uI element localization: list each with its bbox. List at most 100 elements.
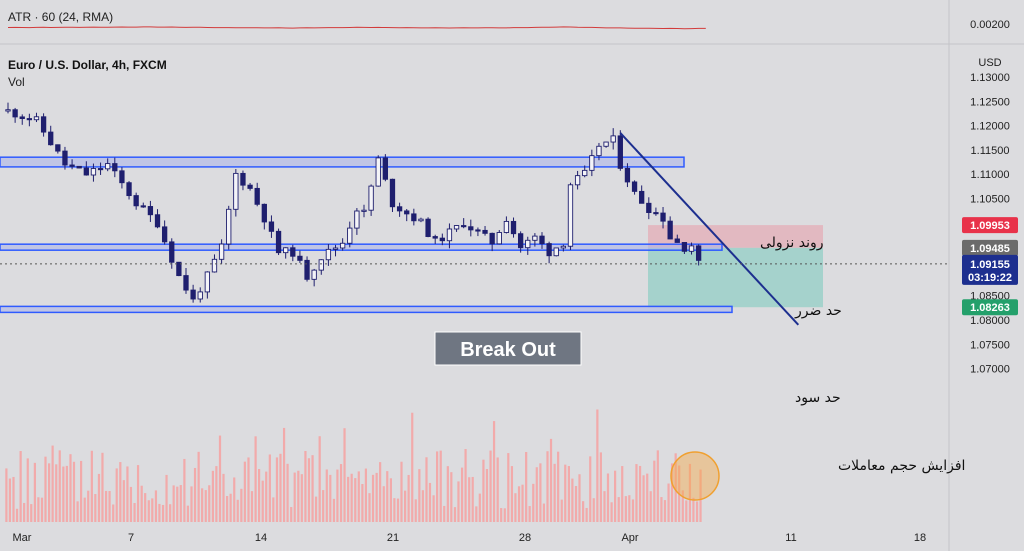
volume-bar bbox=[503, 508, 506, 522]
volume-increase-annotation: افزایش حجم معاملات bbox=[838, 458, 965, 474]
y-tick-label: 1.12000 bbox=[970, 121, 1010, 133]
target-price-tag: 1.08263 bbox=[962, 299, 1018, 316]
volume-bar bbox=[343, 428, 346, 522]
volume-bar bbox=[8, 478, 11, 522]
volume-bar bbox=[215, 466, 218, 522]
volume-bar bbox=[574, 486, 578, 522]
y-tick-label: 1.13000 bbox=[970, 72, 1010, 84]
volume-bar bbox=[190, 486, 193, 522]
x-tick-label: Apr bbox=[621, 532, 638, 544]
candle bbox=[183, 268, 189, 294]
downtrend-line[interactable] bbox=[619, 132, 800, 326]
candle bbox=[140, 202, 146, 208]
candle bbox=[468, 219, 474, 237]
volume-bar bbox=[393, 498, 396, 522]
x-axis-ticks: Mar 7 14 21 28 Apr 11 18 bbox=[13, 532, 927, 544]
downtrend-annotation: روند نزولی bbox=[760, 235, 824, 251]
volume-bar bbox=[40, 497, 44, 522]
candle bbox=[211, 254, 218, 273]
volume-bar bbox=[460, 467, 464, 522]
volume-bar bbox=[549, 438, 553, 522]
volume-bar bbox=[670, 463, 674, 522]
volume-bar bbox=[282, 427, 286, 522]
candle bbox=[425, 217, 431, 238]
y-tick-label: 1.11000 bbox=[971, 169, 1010, 181]
volume-bar bbox=[272, 497, 275, 522]
volume-bar bbox=[325, 469, 328, 522]
volume-bar bbox=[379, 462, 382, 522]
volume-bar bbox=[546, 451, 549, 522]
x-tick-label: 11 bbox=[785, 532, 796, 544]
volume-bar bbox=[300, 474, 303, 522]
volume-bar bbox=[596, 409, 599, 522]
candle bbox=[539, 232, 545, 249]
volume-bar bbox=[119, 462, 122, 522]
volume-bar bbox=[58, 450, 61, 522]
volume-bar bbox=[478, 493, 481, 522]
volume-bar bbox=[411, 412, 414, 522]
volume-bar bbox=[136, 465, 140, 522]
volume-bar bbox=[656, 450, 659, 522]
candle bbox=[19, 114, 25, 125]
volume-bar bbox=[660, 497, 663, 522]
symbol-label[interactable]: Euro / U.S. Dollar, 4h, FXCM bbox=[8, 58, 167, 72]
volume-bar bbox=[414, 499, 417, 522]
candle bbox=[90, 163, 97, 182]
candle bbox=[461, 218, 467, 229]
volume-bar bbox=[268, 454, 271, 522]
volume-bar bbox=[183, 458, 186, 522]
svg-text:1.09953: 1.09953 bbox=[970, 220, 1010, 232]
candle bbox=[482, 226, 488, 236]
candle bbox=[190, 284, 196, 303]
volume-bar bbox=[539, 463, 542, 522]
candle bbox=[339, 238, 346, 251]
candle bbox=[446, 223, 453, 249]
atr-indicator-label[interactable]: ATR · 60 (24, RMA) bbox=[8, 10, 114, 24]
volume-bar bbox=[567, 466, 570, 522]
volume-bar bbox=[699, 469, 702, 522]
volume-bar bbox=[80, 460, 83, 522]
candle bbox=[646, 197, 652, 220]
zone-resistance bbox=[0, 156, 685, 168]
volume-bar bbox=[475, 506, 478, 522]
volume-bar bbox=[389, 478, 392, 522]
volume-bar bbox=[33, 462, 36, 522]
x-tick-label: 21 bbox=[387, 532, 399, 544]
volume-bar bbox=[350, 473, 353, 522]
candle bbox=[126, 181, 132, 200]
volume-bar bbox=[571, 478, 574, 522]
volume-bar bbox=[688, 463, 692, 522]
volume-bar bbox=[624, 496, 627, 522]
candle bbox=[510, 217, 517, 238]
volume-bar bbox=[144, 493, 147, 522]
volume-bar bbox=[332, 498, 336, 522]
candle bbox=[112, 157, 118, 178]
volume-bar bbox=[62, 466, 65, 522]
volume-bar bbox=[5, 468, 8, 522]
volume-bar bbox=[311, 455, 314, 522]
sr-zones[interactable] bbox=[0, 156, 733, 314]
volume-bar bbox=[695, 501, 699, 522]
volume-bar bbox=[453, 507, 457, 522]
volume-bar bbox=[229, 493, 232, 522]
candle bbox=[439, 233, 445, 246]
volume-bar bbox=[685, 500, 688, 522]
volume-bar bbox=[439, 450, 442, 522]
volume-bar bbox=[254, 436, 257, 522]
volume-indicator-label[interactable]: Vol bbox=[8, 75, 25, 89]
bar-countdown: 03:19:22 bbox=[968, 272, 1012, 284]
candles bbox=[5, 102, 702, 303]
candle bbox=[283, 247, 289, 259]
candle bbox=[382, 154, 389, 182]
volume-bar bbox=[482, 459, 485, 522]
volume-bar bbox=[357, 471, 360, 522]
volume-bar bbox=[421, 490, 424, 522]
volume-bar bbox=[104, 490, 108, 522]
volume-bar bbox=[517, 486, 521, 522]
volume-bar bbox=[582, 501, 585, 522]
candle bbox=[653, 207, 659, 216]
candle bbox=[610, 128, 616, 150]
volume-bar bbox=[65, 465, 68, 522]
x-tick-label: 28 bbox=[519, 532, 531, 544]
volume-bar bbox=[617, 497, 620, 522]
